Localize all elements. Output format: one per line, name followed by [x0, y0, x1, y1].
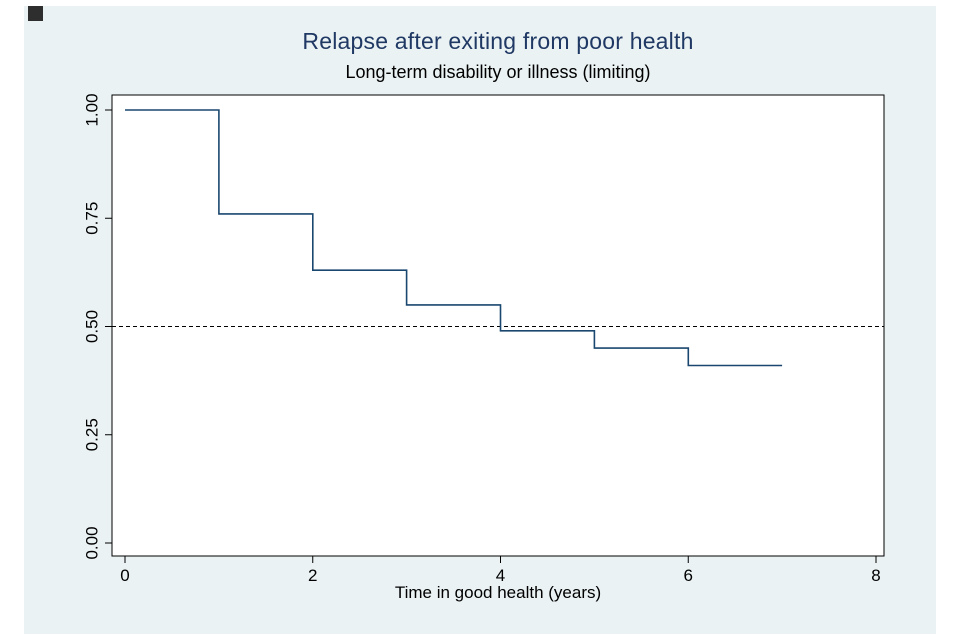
- svg-text:0: 0: [120, 566, 129, 585]
- svg-text:1.00: 1.00: [82, 93, 101, 126]
- corner-artifact-square: [28, 6, 43, 21]
- km-chart-figure: 0 2 4 6 8 0.00 0.25 0.50 0.75 1.00 Relapse after …: [24, 6, 936, 634]
- chart-title: Relapse after exiting from poor health: [302, 28, 694, 54]
- svg-text:4: 4: [496, 566, 505, 585]
- svg-text:0.50: 0.50: [82, 310, 101, 343]
- svg-text:0.00: 0.00: [82, 526, 101, 559]
- svg-text:6: 6: [684, 566, 693, 585]
- svg-text:0.75: 0.75: [82, 202, 101, 235]
- svg-text:8: 8: [871, 566, 880, 585]
- svg-text:2: 2: [308, 566, 317, 585]
- km-plot-canvas: 0 2 4 6 8 0.00 0.25 0.50 0.75 1.00: [82, 93, 885, 585]
- x-axis-label: Time in good health (years): [394, 583, 602, 602]
- svg-text:0.25: 0.25: [82, 418, 101, 451]
- chart-subtitle: Long-term disability or illness (limitin…: [345, 62, 651, 82]
